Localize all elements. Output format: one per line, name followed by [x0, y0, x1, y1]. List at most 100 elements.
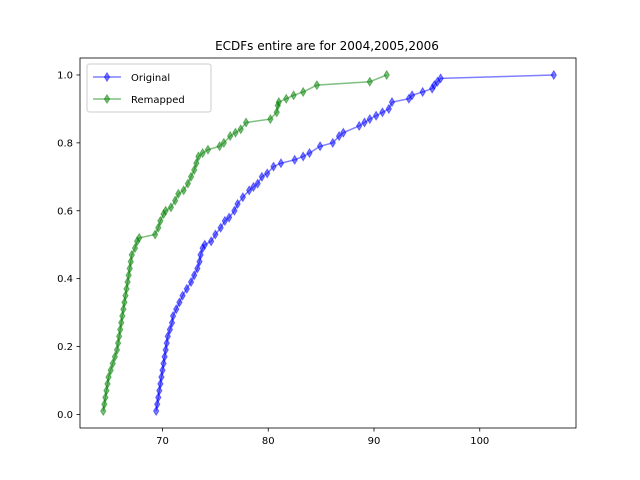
data-point [408, 90, 416, 101]
legend: Original Remapped [86, 63, 212, 113]
data-point [157, 215, 164, 227]
data-point [275, 96, 283, 108]
axes-frame [79, 57, 577, 429]
data-point [550, 69, 557, 81]
data-point [180, 185, 187, 196]
data-point [270, 161, 277, 172]
y-tick-label: 0.6 [57, 206, 73, 217]
data-point [187, 171, 195, 182]
data-point [283, 93, 290, 104]
data-point [232, 127, 239, 138]
data-point [234, 198, 241, 210]
data-point [184, 178, 192, 189]
data-point [115, 331, 123, 342]
x-tick-label: 90 [368, 436, 381, 447]
data-point [267, 113, 274, 125]
series-remapped [100, 69, 390, 417]
data-point [173, 304, 180, 315]
series-line [155, 74, 554, 412]
data-point [383, 69, 390, 81]
data-point [221, 215, 229, 227]
data-point [419, 86, 426, 98]
data-point [191, 164, 198, 176]
data-point [316, 141, 324, 152]
y-tick-label: 0.2 [57, 342, 73, 353]
data-point [220, 137, 228, 149]
data-point [107, 365, 114, 376]
data-point [299, 86, 307, 98]
data-point [176, 297, 183, 308]
data-point [217, 222, 224, 233]
data-point [162, 205, 169, 216]
data-point [199, 147, 206, 159]
data-point [187, 276, 195, 288]
data-point [111, 351, 119, 362]
data-point [388, 96, 396, 108]
legend-item-remapped: Remapped [93, 93, 185, 106]
data-point [372, 110, 380, 121]
data-point [105, 371, 112, 383]
data-point [169, 310, 177, 322]
data-point [306, 147, 313, 159]
data-point [242, 117, 250, 128]
legend-box [86, 63, 212, 113]
data-point [237, 124, 244, 135]
data-point [201, 239, 208, 250]
data-point [250, 181, 257, 193]
series-original [152, 69, 557, 417]
data-point [299, 151, 307, 162]
data-point [335, 130, 343, 142]
data-point [197, 249, 204, 261]
data-point [167, 202, 175, 213]
y-tick-label: 1.0 [57, 70, 73, 81]
data-point [131, 242, 139, 254]
data-point [246, 185, 253, 196]
data-point [195, 151, 202, 162]
data-point [437, 73, 444, 84]
data-point [254, 178, 261, 189]
legend-item-original: Original [93, 71, 170, 84]
data-point [216, 141, 223, 152]
data-point [291, 154, 298, 165]
data-point [277, 158, 285, 169]
data-point [155, 222, 162, 233]
data-point [340, 127, 347, 138]
data-point [183, 283, 191, 294]
data-point [225, 212, 233, 223]
data-point [166, 324, 174, 335]
data-point [207, 236, 215, 247]
data-point [385, 103, 392, 115]
data-point [366, 76, 373, 87]
data-point [179, 290, 186, 301]
data-point [290, 90, 297, 101]
data-point [171, 195, 179, 206]
axis-ticks: 70 80 90 100 0.0 0.2 0.4 0.6 0.8 1.0 [57, 70, 489, 447]
data-point [212, 229, 219, 240]
data-point [204, 144, 212, 155]
data-point [239, 192, 247, 203]
data-point [151, 229, 159, 240]
data-point [361, 117, 368, 128]
legend-label: Remapped [131, 95, 185, 106]
data-point [313, 80, 321, 91]
data-point [191, 270, 198, 281]
plot-area [100, 69, 557, 417]
data-point [128, 249, 136, 261]
data-point [164, 331, 171, 342]
data-point [226, 130, 234, 142]
data-point [194, 263, 201, 274]
data-point [356, 120, 363, 132]
data-point [366, 113, 373, 125]
data-point [136, 232, 143, 244]
data-point [175, 188, 182, 199]
y-tick-label: 0.8 [57, 138, 73, 149]
y-tick-label: 0.0 [57, 410, 73, 421]
data-point [258, 171, 266, 182]
data-point [100, 405, 107, 417]
legend-label: Original [131, 73, 170, 84]
data-point [264, 168, 271, 179]
x-tick-label: 100 [470, 436, 489, 447]
legend-swatch-marker [103, 93, 111, 105]
data-point [109, 358, 116, 369]
